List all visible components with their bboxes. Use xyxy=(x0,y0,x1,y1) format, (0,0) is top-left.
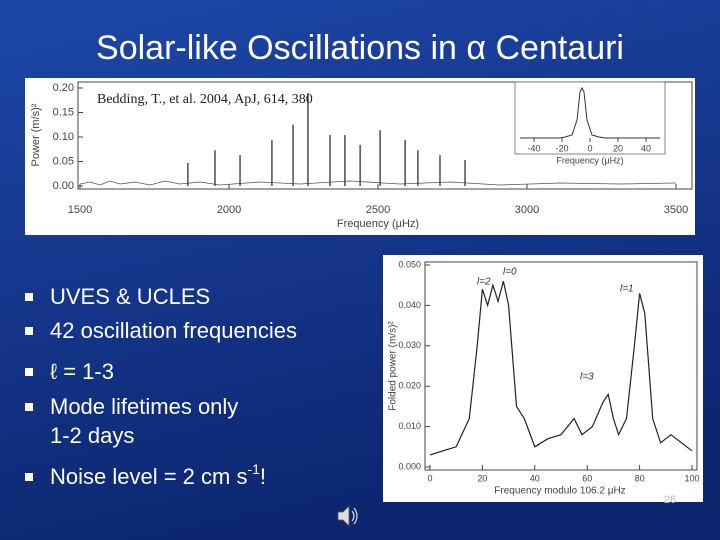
bullet-marker xyxy=(25,403,33,411)
y-tick-label: 0.15 xyxy=(53,106,74,118)
slide-title: Solar-like Oscillations in α Centauri xyxy=(96,29,624,67)
annotation: l=2 xyxy=(477,277,491,288)
y-tick-label: 0.10 xyxy=(53,131,74,143)
citation: Bedding, T., et al. 2004, ApJ, 614, 380 xyxy=(97,92,313,107)
x-tick-label: 2000 xyxy=(217,204,241,216)
bullet-end: ! xyxy=(260,464,266,489)
x-tick-label: 20 xyxy=(477,473,487,483)
inset-x-label: Frequency (μHz) xyxy=(556,155,623,165)
inset-window xyxy=(520,86,660,139)
x-axis-label: Frequency (μHz) xyxy=(337,218,419,230)
inset-x-tick-label: -40 xyxy=(527,143,540,153)
y-axis-label: Folded power (m/s)² xyxy=(388,321,399,411)
annotation: l=1 xyxy=(620,284,634,295)
x-tick-label: 3500 xyxy=(664,204,688,216)
bullet-marker xyxy=(25,293,33,301)
inset-x-tick-label: 20 xyxy=(613,143,623,153)
y-tick-label: 0.05 xyxy=(53,155,74,167)
plot-frame xyxy=(77,81,693,190)
inset-x-tick-label: 0 xyxy=(587,143,592,153)
x-tick-label: 100 xyxy=(684,473,699,483)
speaker-icon xyxy=(337,505,358,527)
bullet-text: ℓ = 1-3 xyxy=(50,359,114,384)
folded-figure xyxy=(383,255,703,502)
x-tick-label: 40 xyxy=(530,473,540,483)
bullet-text: UVES & UCLES xyxy=(50,284,210,309)
bullet-marker xyxy=(25,368,33,376)
inset-x-tick-label: -20 xyxy=(555,143,568,153)
bullet-text: 42 oscillation frequencies xyxy=(50,318,297,343)
page-number: 26 xyxy=(664,494,676,506)
annotation: l=3 xyxy=(580,372,594,383)
y-tick-label: 0.010 xyxy=(398,421,421,431)
superscript: -1 xyxy=(247,461,260,477)
y-tick-label: 0.050 xyxy=(398,259,421,269)
y-tick-label: 0.000 xyxy=(398,461,421,471)
annotation: l=0 xyxy=(503,267,517,278)
bullet-text: 1-2 days xyxy=(50,423,134,448)
x-tick-label: 60 xyxy=(582,473,592,483)
x-tick-label: 3000 xyxy=(515,204,539,216)
bullet-text: Mode lifetimes only xyxy=(50,394,238,419)
x-tick-label: 0 xyxy=(427,473,432,483)
y-tick-label: 0.020 xyxy=(398,381,421,391)
bullet-marker xyxy=(25,327,33,335)
bullet-marker xyxy=(25,473,33,481)
folded-power-line xyxy=(429,281,693,456)
y-tick-label: 0.040 xyxy=(398,300,421,310)
y-axis-label: Power (m/s)² xyxy=(30,103,42,166)
y-tick-label: 0.20 xyxy=(53,82,74,94)
inset-x-tick-label: 40 xyxy=(641,143,651,153)
y-tick-label: 0.030 xyxy=(398,340,421,350)
plot-frame xyxy=(424,261,698,471)
y-tick-label: 0.00 xyxy=(53,180,74,192)
x-axis-label: Frequency modulo 106.2 μHz xyxy=(494,486,625,497)
x-tick-label: 1500 xyxy=(68,204,92,216)
x-tick-label: 80 xyxy=(635,473,645,483)
bullet-list: UVES & UCLES 42 oscillation frequencies … xyxy=(25,284,297,489)
bullet-text: Noise level = 2 cm s-1! xyxy=(50,461,266,489)
bullet-text: Noise level = 2 cm s xyxy=(50,464,247,489)
noise-floor xyxy=(79,180,677,186)
x-tick-label: 2500 xyxy=(366,204,390,216)
